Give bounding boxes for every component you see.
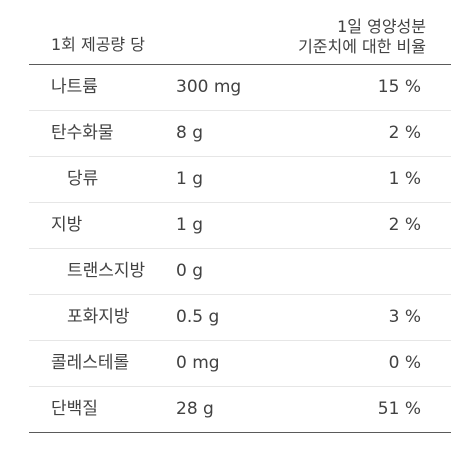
daily-value-header-line1: 1일 영양성분 [337, 17, 426, 36]
nutrient-row-cholesterol: 콜레스테롤 0 mg 0 % [29, 341, 451, 387]
nutrient-daily-percent: 1 % [388, 169, 421, 189]
daily-value-header: 1일 영양성분 기준치에 대한 비율 [298, 17, 426, 57]
nutrient-row-trans-fat: 트랜스지방 0 g [29, 249, 451, 295]
nutrient-row-saturated-fat: 포화지방 0.5 g 3 % [29, 295, 451, 341]
nutrient-daily-percent: 2 % [388, 123, 421, 143]
nutrient-amount: 0.5 g [176, 307, 220, 327]
nutrient-name: 콜레스테롤 [51, 353, 130, 373]
nutrient-daily-percent: 15 % [377, 77, 421, 97]
nutrient-amount: 1 g [176, 215, 204, 235]
nutrient-amount: 0 mg [176, 353, 220, 373]
table-header: 1회 제공량 당 1일 영양성분 기준치에 대한 비율 [29, 14, 451, 65]
nutrient-amount: 300 mg [176, 77, 242, 97]
nutrition-facts-table: 1회 제공량 당 1일 영양성분 기준치에 대한 비율 나트륨 300 mg 1… [29, 14, 451, 433]
daily-value-header-line2: 기준치에 대한 비율 [298, 37, 426, 56]
nutrient-name: 지방 [51, 215, 83, 235]
nutrient-name: 탄수화물 [51, 123, 114, 143]
nutrient-name: 트랜스지방 [67, 261, 146, 281]
nutrient-name: 나트륨 [51, 77, 98, 97]
nutrient-amount: 1 g [176, 169, 204, 189]
nutrient-row-protein: 단백질 28 g 51 % [29, 387, 451, 433]
nutrient-row-sodium: 나트륨 300 mg 15 % [29, 65, 451, 111]
nutrient-daily-percent: 2 % [388, 215, 421, 235]
nutrient-row-sugars: 당류 1 g 1 % [29, 157, 451, 203]
nutrient-daily-percent: 0 % [388, 353, 421, 373]
nutrient-amount: 8 g [176, 123, 204, 143]
nutrient-amount: 0 g [176, 261, 204, 281]
nutrient-name: 단백질 [51, 399, 98, 419]
nutrient-daily-percent: 3 % [388, 307, 421, 327]
nutrient-amount: 28 g [176, 399, 214, 419]
nutrient-row-carbohydrate: 탄수화물 8 g 2 % [29, 111, 451, 157]
nutrient-name: 당류 [67, 169, 99, 189]
nutrient-row-fat: 지방 1 g 2 % [29, 203, 451, 249]
nutrient-daily-percent: 51 % [377, 399, 421, 419]
serving-size-label: 1회 제공량 당 [51, 35, 145, 54]
nutrient-name: 포화지방 [67, 307, 130, 327]
